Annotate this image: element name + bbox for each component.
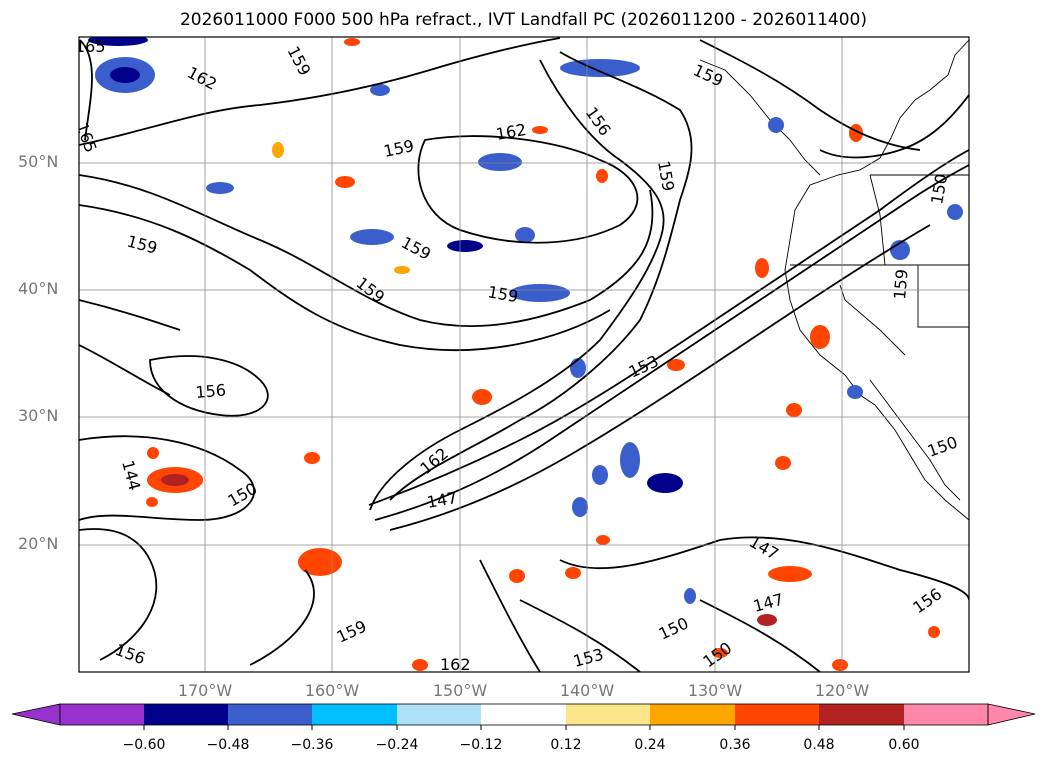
contour-label: 165 — [75, 37, 106, 56]
map-title: 2026011000 F000 500 hPa refract., IVT La… — [179, 10, 867, 30]
contour-label: 162 — [440, 655, 471, 674]
colorbar-tick-label: −0.60 — [122, 737, 166, 753]
lat-label: 20°N — [18, 534, 59, 553]
coastline — [699, 39, 969, 521]
colorbar-tick-label: 0.60 — [888, 737, 920, 753]
colorbar-tick-label: −0.12 — [459, 737, 503, 753]
lon-label: 150°W — [432, 681, 488, 700]
lon-label: 140°W — [559, 681, 615, 700]
lon-label: 120°W — [814, 681, 870, 700]
colorbar-tick-label: 0.12 — [550, 737, 582, 753]
map-frame — [78, 36, 970, 673]
ivt-fill-patches — [88, 37, 963, 671]
colorbar — [11, 703, 1036, 730]
lon-label: 160°W — [304, 681, 360, 700]
colorbar-tick-label: −0.36 — [290, 737, 334, 753]
contour-label: 159 — [890, 268, 912, 300]
lat-label: 30°N — [18, 406, 59, 425]
colorbar-tick-label: 0.36 — [719, 737, 751, 753]
colorbar-tick-label: 0.24 — [634, 737, 666, 753]
lat-label: 40°N — [18, 279, 59, 298]
graticule — [79, 37, 969, 672]
map-area: 165 162 159 159 162 156 159 159 165 159 … — [75, 37, 969, 674]
colorbar-tick-label: −0.24 — [375, 737, 419, 753]
lon-label: 130°W — [687, 681, 743, 700]
lon-label: 170°W — [177, 681, 233, 700]
colorbar-tick-label: 0.48 — [803, 737, 835, 753]
colorbar-tick-label: −0.48 — [206, 737, 250, 753]
lat-label: 50°N — [18, 152, 59, 171]
contour-label: 156 — [195, 380, 227, 402]
refractivity-contours — [79, 37, 969, 672]
